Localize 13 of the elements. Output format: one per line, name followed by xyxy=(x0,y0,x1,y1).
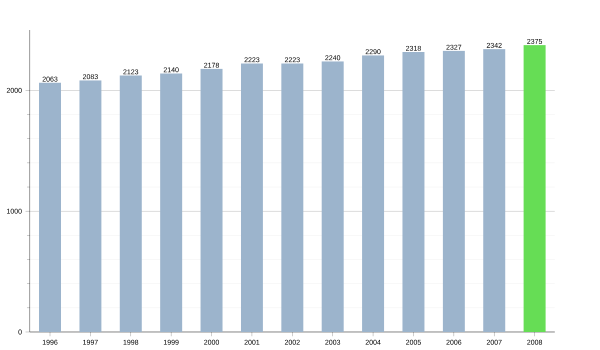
bar xyxy=(362,55,384,332)
bar xyxy=(281,63,304,332)
bar xyxy=(442,50,465,332)
bar xyxy=(39,82,62,332)
bar xyxy=(322,61,344,332)
bar xyxy=(79,80,102,332)
bar xyxy=(524,45,546,332)
bar xyxy=(240,63,263,332)
bar xyxy=(120,76,142,332)
bar xyxy=(200,68,223,332)
bar xyxy=(402,52,424,332)
bar xyxy=(483,49,506,332)
bar xyxy=(160,73,182,332)
